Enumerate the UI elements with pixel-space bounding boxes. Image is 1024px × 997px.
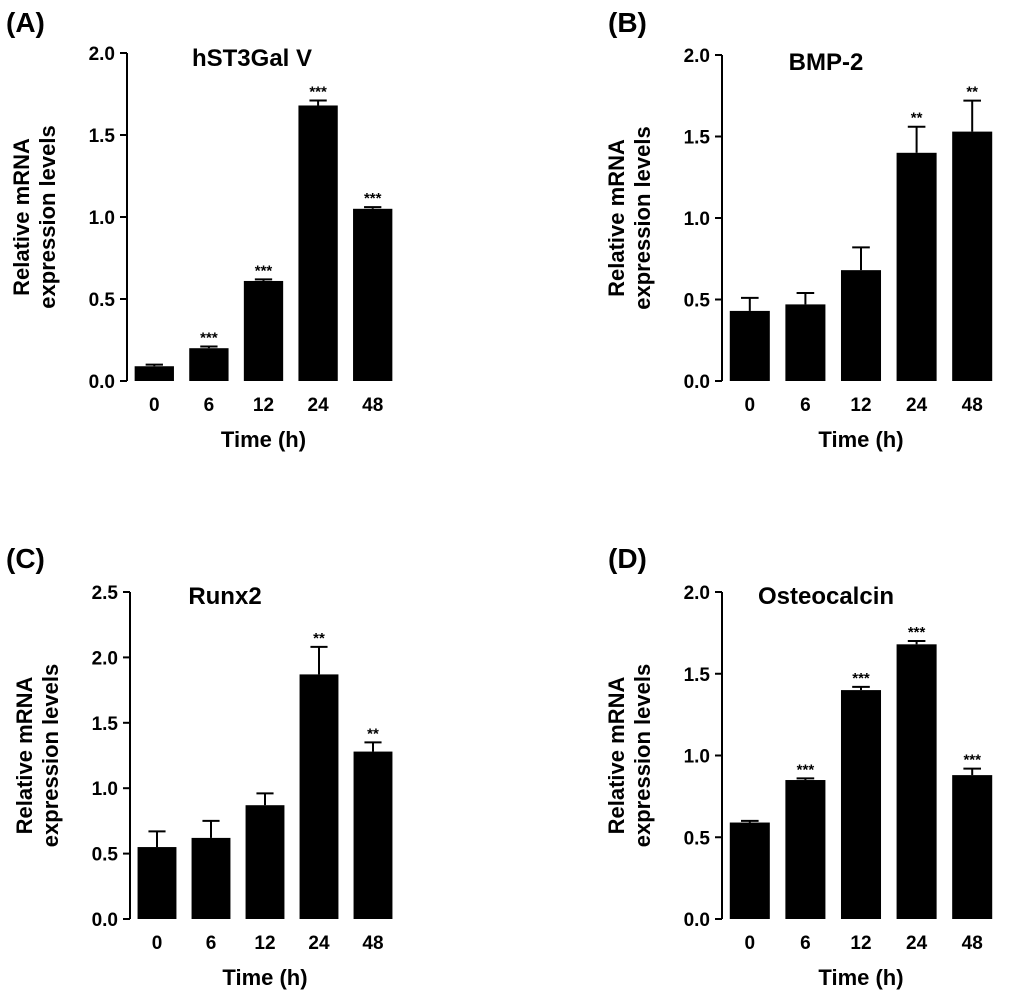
panel-1-ylabel-line2: expression levels xyxy=(35,125,60,308)
panel-2-x-tick-label: 24 xyxy=(906,395,928,416)
panel-1-significance-label: *** xyxy=(255,262,273,279)
panel-1-bar xyxy=(243,280,284,381)
panel-3-x-tick-label: 24 xyxy=(308,933,330,954)
panel-2-x-tick-label: 0 xyxy=(745,395,756,416)
panel-4-y-tick-label: 1.0 xyxy=(684,747,710,768)
panel-3-x-tick-label: 12 xyxy=(254,933,275,954)
panel-4-y-tick-label: 2.0 xyxy=(684,583,710,604)
panel-4-x-tick-label: 48 xyxy=(962,933,983,954)
panel-1-bar xyxy=(134,366,174,381)
panel-4-bar xyxy=(840,690,882,919)
panel-3-x-tick-label: 6 xyxy=(206,933,217,954)
panel-2-y-tick-label: 0.5 xyxy=(684,291,711,312)
panel-1-y-tick-label: 0.5 xyxy=(89,290,116,311)
panel-1-bar xyxy=(353,208,393,381)
panel-3-letter: (C) xyxy=(6,543,45,574)
panel-4-y-tick-label: 0.0 xyxy=(684,910,710,931)
panel-3-xlabel: Time (h) xyxy=(222,965,307,990)
panel-4-bar xyxy=(896,644,937,919)
panel-1-significance-label: *** xyxy=(309,84,327,101)
panel-2-significance-label: ** xyxy=(966,84,978,101)
panel-1-bar xyxy=(298,105,338,381)
panel-3-ylabel-line1: Relative mRNA xyxy=(12,677,37,835)
panel-4-bar xyxy=(729,822,770,919)
panel-4-x-tick-label: 12 xyxy=(850,933,871,954)
panel-2-bar xyxy=(729,310,770,381)
panel-4-xlabel: Time (h) xyxy=(818,965,903,990)
panel-2-y-tick-label: 0.0 xyxy=(684,372,710,393)
panel-1-x-tick-label: 0 xyxy=(149,395,160,416)
panel-2-y-tick-label: 1.5 xyxy=(684,128,711,149)
panel-2-ylabel-line2: expression levels xyxy=(630,126,655,309)
panel-2-bar xyxy=(785,304,826,381)
panel-4-bar xyxy=(785,780,826,919)
panel-2-letter: (B) xyxy=(608,7,647,38)
panel-2-title: BMP-2 xyxy=(789,49,864,76)
panel-3-bar xyxy=(299,674,339,919)
panel-2-significance-label: ** xyxy=(911,110,923,127)
panel-4-y-tick-label: 0.5 xyxy=(684,828,711,849)
panel-3-y-tick-label: 1.5 xyxy=(92,714,119,735)
panel-4-y-tick-label: 1.5 xyxy=(684,665,711,686)
panel-3-x-tick-label: 0 xyxy=(152,933,163,954)
panel-2-xlabel: Time (h) xyxy=(818,427,903,452)
panel-1-bar xyxy=(189,348,229,381)
panel-2-y-tick-label: 1.0 xyxy=(684,209,710,230)
panel-4-bar xyxy=(952,775,993,919)
panel-3-y-tick-label: 2.0 xyxy=(92,648,118,669)
panel-4-title: Osteocalcin xyxy=(758,583,894,610)
panel-4-letter: (D) xyxy=(608,543,647,574)
panel-3-title: Runx2 xyxy=(188,583,261,610)
panel-1-x-tick-label: 12 xyxy=(253,395,274,416)
panel-4-significance-label: *** xyxy=(908,624,926,641)
panel-4-x-tick-label: 6 xyxy=(800,933,811,954)
panel-3-x-tick-label: 48 xyxy=(362,933,383,954)
panel-4-x-tick-label: 0 xyxy=(745,933,756,954)
panel-2-x-tick-label: 48 xyxy=(962,395,983,416)
panel-1-y-tick-label: 2.0 xyxy=(89,44,115,65)
panel-4-significance-label: *** xyxy=(797,761,815,778)
panel-1-significance-label: *** xyxy=(200,330,218,347)
panel-1-x-tick-label: 24 xyxy=(308,395,330,416)
panel-3-significance-label: ** xyxy=(313,630,325,647)
panel-1-x-tick-label: 48 xyxy=(362,395,383,416)
panel-4-ylabel-line2: expression levels xyxy=(630,664,655,847)
panel-3-ylabel-line2: expression levels xyxy=(38,664,63,847)
panel-1-ylabel-line1: Relative mRNA xyxy=(9,138,34,296)
panel-3-bar xyxy=(137,847,177,919)
panel-2-ylabel-line1: Relative mRNA xyxy=(604,139,629,297)
panel-2-y-tick-label: 2.0 xyxy=(684,46,710,67)
panel-1-y-tick-label: 1.0 xyxy=(89,208,115,229)
panel-1-significance-label: *** xyxy=(364,190,382,207)
panel-1-letter: (A) xyxy=(6,7,45,38)
panel-2-x-tick-label: 12 xyxy=(850,395,871,416)
panel-2-bar xyxy=(840,270,882,381)
panel-3-y-tick-label: 0.5 xyxy=(92,845,119,866)
panel-3-significance-label: ** xyxy=(367,725,379,742)
panel-2-bar xyxy=(896,152,937,381)
panel-1-xlabel: Time (h) xyxy=(221,427,306,452)
panel-3-bar xyxy=(245,805,285,919)
panel-1-y-tick-label: 1.5 xyxy=(89,126,116,147)
panel-3-bar xyxy=(353,751,393,919)
panel-3-y-tick-label: 0.0 xyxy=(92,910,118,931)
panel-3-bar xyxy=(191,837,231,919)
panel-4-significance-label: *** xyxy=(963,752,981,769)
panel-4-significance-label: *** xyxy=(852,670,870,687)
panel-2-bar xyxy=(952,131,993,381)
panel-1-x-tick-label: 6 xyxy=(204,395,215,416)
panel-3-y-tick-label: 2.5 xyxy=(92,583,119,604)
panel-1-title: hST3Gal V xyxy=(192,45,312,72)
panel-4-x-tick-label: 24 xyxy=(906,933,928,954)
panel-1-y-tick-label: 0.0 xyxy=(89,372,115,393)
panel-4-ylabel-line1: Relative mRNA xyxy=(604,677,629,835)
panel-3-y-tick-label: 1.0 xyxy=(92,779,118,800)
panel-2-x-tick-label: 6 xyxy=(800,395,811,416)
